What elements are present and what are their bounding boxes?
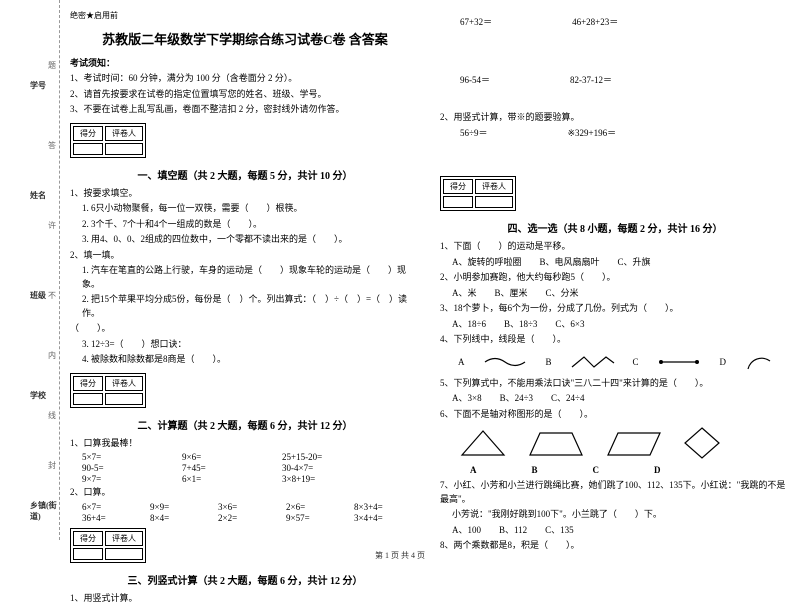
q-options: A、米 B、厘米 C、分米 bbox=[440, 287, 790, 301]
q-text: 2、小明参加赛跑，他大约每秒跑5（ ）。 bbox=[440, 271, 790, 285]
seal-text: 线 bbox=[48, 410, 56, 421]
q-text: 1. 6只小动物聚餐，每一位一双筷，需要（ ）根筷。 bbox=[70, 202, 420, 216]
notice-line: 3、不要在试卷上乱写乱画，卷面不整洁扣 2 分，密封线外请勿作答。 bbox=[70, 103, 420, 117]
opt-label: C bbox=[593, 465, 600, 475]
field-name: 姓名 bbox=[30, 190, 46, 201]
zigzag-icon bbox=[570, 353, 615, 371]
section1-title: 一、填空题（共 2 大题，每题 5 分，共计 10 分） bbox=[70, 167, 420, 182]
notice-line: 2、请首先按要求在试卷的指定位置填写您的姓名、班级、学号。 bbox=[70, 88, 420, 102]
notice-line: 1、考试时间：60 分钟，满分为 100 分（含卷面分 2 分）。 bbox=[70, 72, 420, 86]
q-text: （ ）。 bbox=[70, 322, 420, 336]
q-text: 7、小红、小芳和小兰进行跳绳比赛，她们跳了100、112、135下。小红说："我… bbox=[440, 479, 790, 506]
field-class: 班级 bbox=[30, 290, 46, 301]
q-text: 2、口算。 bbox=[70, 486, 420, 500]
calc-pair: 96-54＝ 82-37-12＝ bbox=[440, 74, 790, 88]
q-text: 6、下面不是轴对称图形的是（ ）。 bbox=[440, 408, 790, 422]
section4-title: 四、选一选（共 8 小题，每题 2 分，共计 16 分） bbox=[440, 220, 790, 235]
triangle-icon bbox=[458, 427, 508, 459]
seal-text: 许 bbox=[48, 220, 56, 231]
opt-label: A bbox=[470, 465, 477, 475]
q-text: 1、下面（ ）的运动是平移。 bbox=[440, 240, 790, 254]
opt-label: D bbox=[654, 465, 661, 475]
diamond-icon bbox=[682, 425, 722, 461]
q-options: A、100 B、112 C、135 bbox=[440, 524, 790, 538]
section2-title: 二、计算题（共 2 大题，每题 6 分，共计 12 分） bbox=[70, 417, 420, 432]
secret-label: 绝密★启用前 bbox=[70, 10, 420, 21]
calc-row: 5×7=9×6=25+15-20= bbox=[70, 452, 420, 462]
calc-row: 36+4=8×4=2×2=9×57=3×4+4= bbox=[70, 513, 420, 523]
calc-row: 6×7=9×9=3×6=2×6=8×3+4= bbox=[70, 502, 420, 512]
score-box: 得分评卷人 bbox=[440, 176, 516, 211]
opt-label: D bbox=[720, 357, 727, 367]
calc-row: 90-5=7+45=30-4×7= bbox=[70, 463, 420, 473]
page-footer: 第 1 页 共 4 页 bbox=[0, 550, 800, 561]
q-text: 1、按要求填空。 bbox=[70, 187, 420, 201]
q-text: 2. 把15个苹果平均分成5份，每份是（ ）个。列出算式：（ ）÷（ ）=（ ）… bbox=[70, 293, 420, 320]
curve-icon bbox=[483, 353, 528, 371]
q-text: 5、下列算式中，不能用乘法口诀"三八二十四"来计算的是（ ）。 bbox=[440, 377, 790, 391]
opt-label: C bbox=[633, 357, 639, 367]
calc-item: ※329+196＝ bbox=[567, 127, 616, 141]
q-options: A、旋转的呼啦圈 B、电风扇扇叶 C、升旗 bbox=[440, 256, 790, 270]
score-cell: 得分 bbox=[443, 179, 473, 194]
opt-label: B bbox=[532, 465, 538, 475]
shape-labels-row: A B C D bbox=[440, 465, 790, 475]
score-cell: 得分 bbox=[73, 376, 103, 391]
segment-icon bbox=[657, 353, 702, 371]
score-box: 得分评卷人 bbox=[70, 123, 146, 158]
trapezoid-icon bbox=[526, 427, 586, 459]
grader-cell: 评卷人 bbox=[105, 126, 143, 141]
seal-text: 答 bbox=[48, 140, 56, 151]
calc-pair: 56÷9＝ ※329+196＝ bbox=[440, 127, 790, 141]
seal-text: 不 bbox=[48, 290, 56, 301]
opt-label: A bbox=[458, 357, 465, 367]
field-id: 学号 bbox=[30, 80, 46, 91]
score-cell: 得分 bbox=[73, 531, 103, 546]
q-text: 3. 用4、0、0、2组成的四位数中，一个零都不读出来的是（ ）。 bbox=[70, 233, 420, 247]
binding-margin: 乡镇(街道) 学校 班级 姓名 学号 封 线 内 不 许 答 题 bbox=[0, 0, 60, 540]
q-text: 2、用竖式计算，带※的题要验算。 bbox=[440, 111, 790, 125]
grader-cell: 评卷人 bbox=[105, 531, 143, 546]
symmetry-shapes-row bbox=[440, 425, 790, 461]
q-text: 1、用竖式计算。 bbox=[70, 592, 420, 606]
field-school: 学校 bbox=[30, 390, 46, 401]
calc-item: 46+28+23＝ bbox=[572, 16, 618, 30]
exam-title: 苏教版二年级数学下学期综合练习试卷C卷 含答案 bbox=[70, 29, 420, 48]
calc-pair: 67+32＝ 46+28+23＝ bbox=[440, 16, 790, 30]
right-column: 67+32＝ 46+28+23＝ 96-54＝ 82-37-12＝ 2、用竖式计… bbox=[440, 10, 790, 607]
calc-item: 56÷9＝ bbox=[460, 127, 487, 141]
left-column: 绝密★启用前 苏教版二年级数学下学期综合练习试卷C卷 含答案 考试须知： 1、考… bbox=[70, 10, 420, 607]
q-text: 1. 汽车在笔直的公路上行驶，车身的运动是（ ）现象车轮的运动是（ ）现象。 bbox=[70, 264, 420, 291]
q-options: A、3×8 B、24÷3 C、24÷4 bbox=[440, 392, 790, 406]
q-text: 2、填一填。 bbox=[70, 249, 420, 263]
grader-cell: 评卷人 bbox=[105, 376, 143, 391]
calc-item: 96-54＝ bbox=[460, 74, 490, 88]
grader-cell: 评卷人 bbox=[475, 179, 513, 194]
q-text: 4、下列线中，线段是（ ）。 bbox=[440, 333, 790, 347]
q-text: 4. 被除数和除数都是8商是（ ）。 bbox=[70, 353, 420, 367]
q-text: 2. 3个千、7个十和4个一组成的数是（ ）。 bbox=[70, 218, 420, 232]
arc-icon bbox=[744, 351, 774, 373]
section3-title: 三、列竖式计算（共 2 大题，每题 6 分，共计 12 分） bbox=[70, 572, 420, 587]
calc-item: 82-37-12＝ bbox=[570, 74, 612, 88]
calc-row: 9×7=6×1=3×8+19= bbox=[70, 474, 420, 484]
score-box: 得分评卷人 bbox=[70, 373, 146, 408]
line-shapes-row: A B C D bbox=[440, 351, 790, 373]
page-content: 绝密★启用前 苏教版二年级数学下学期综合练习试卷C卷 含答案 考试须知： 1、考… bbox=[70, 10, 790, 607]
seal-text: 题 bbox=[48, 60, 56, 71]
seal-text: 封 bbox=[48, 460, 56, 471]
q-options: A、18÷6 B、18÷3 C、6×3 bbox=[440, 318, 790, 332]
field-township: 乡镇(街道) bbox=[30, 500, 59, 522]
calc-item: 67+32＝ bbox=[460, 16, 492, 30]
q-text: 3. 12÷3=（ ）想口诀： bbox=[70, 338, 420, 352]
score-cell: 得分 bbox=[73, 126, 103, 141]
q-text: 3、18个萝卜，每6个为一份，分成了几份。列式为（ ）。 bbox=[440, 302, 790, 316]
parallelogram-icon bbox=[604, 427, 664, 459]
q-text: 小芳说："我刚好跳到100下"。小兰跳了（ ）下。 bbox=[440, 508, 790, 522]
q-text: 1、口算我最棒！ bbox=[70, 437, 420, 451]
notice-head: 考试须知： bbox=[70, 56, 420, 69]
seal-text: 内 bbox=[48, 350, 56, 361]
opt-label: B bbox=[546, 357, 552, 367]
